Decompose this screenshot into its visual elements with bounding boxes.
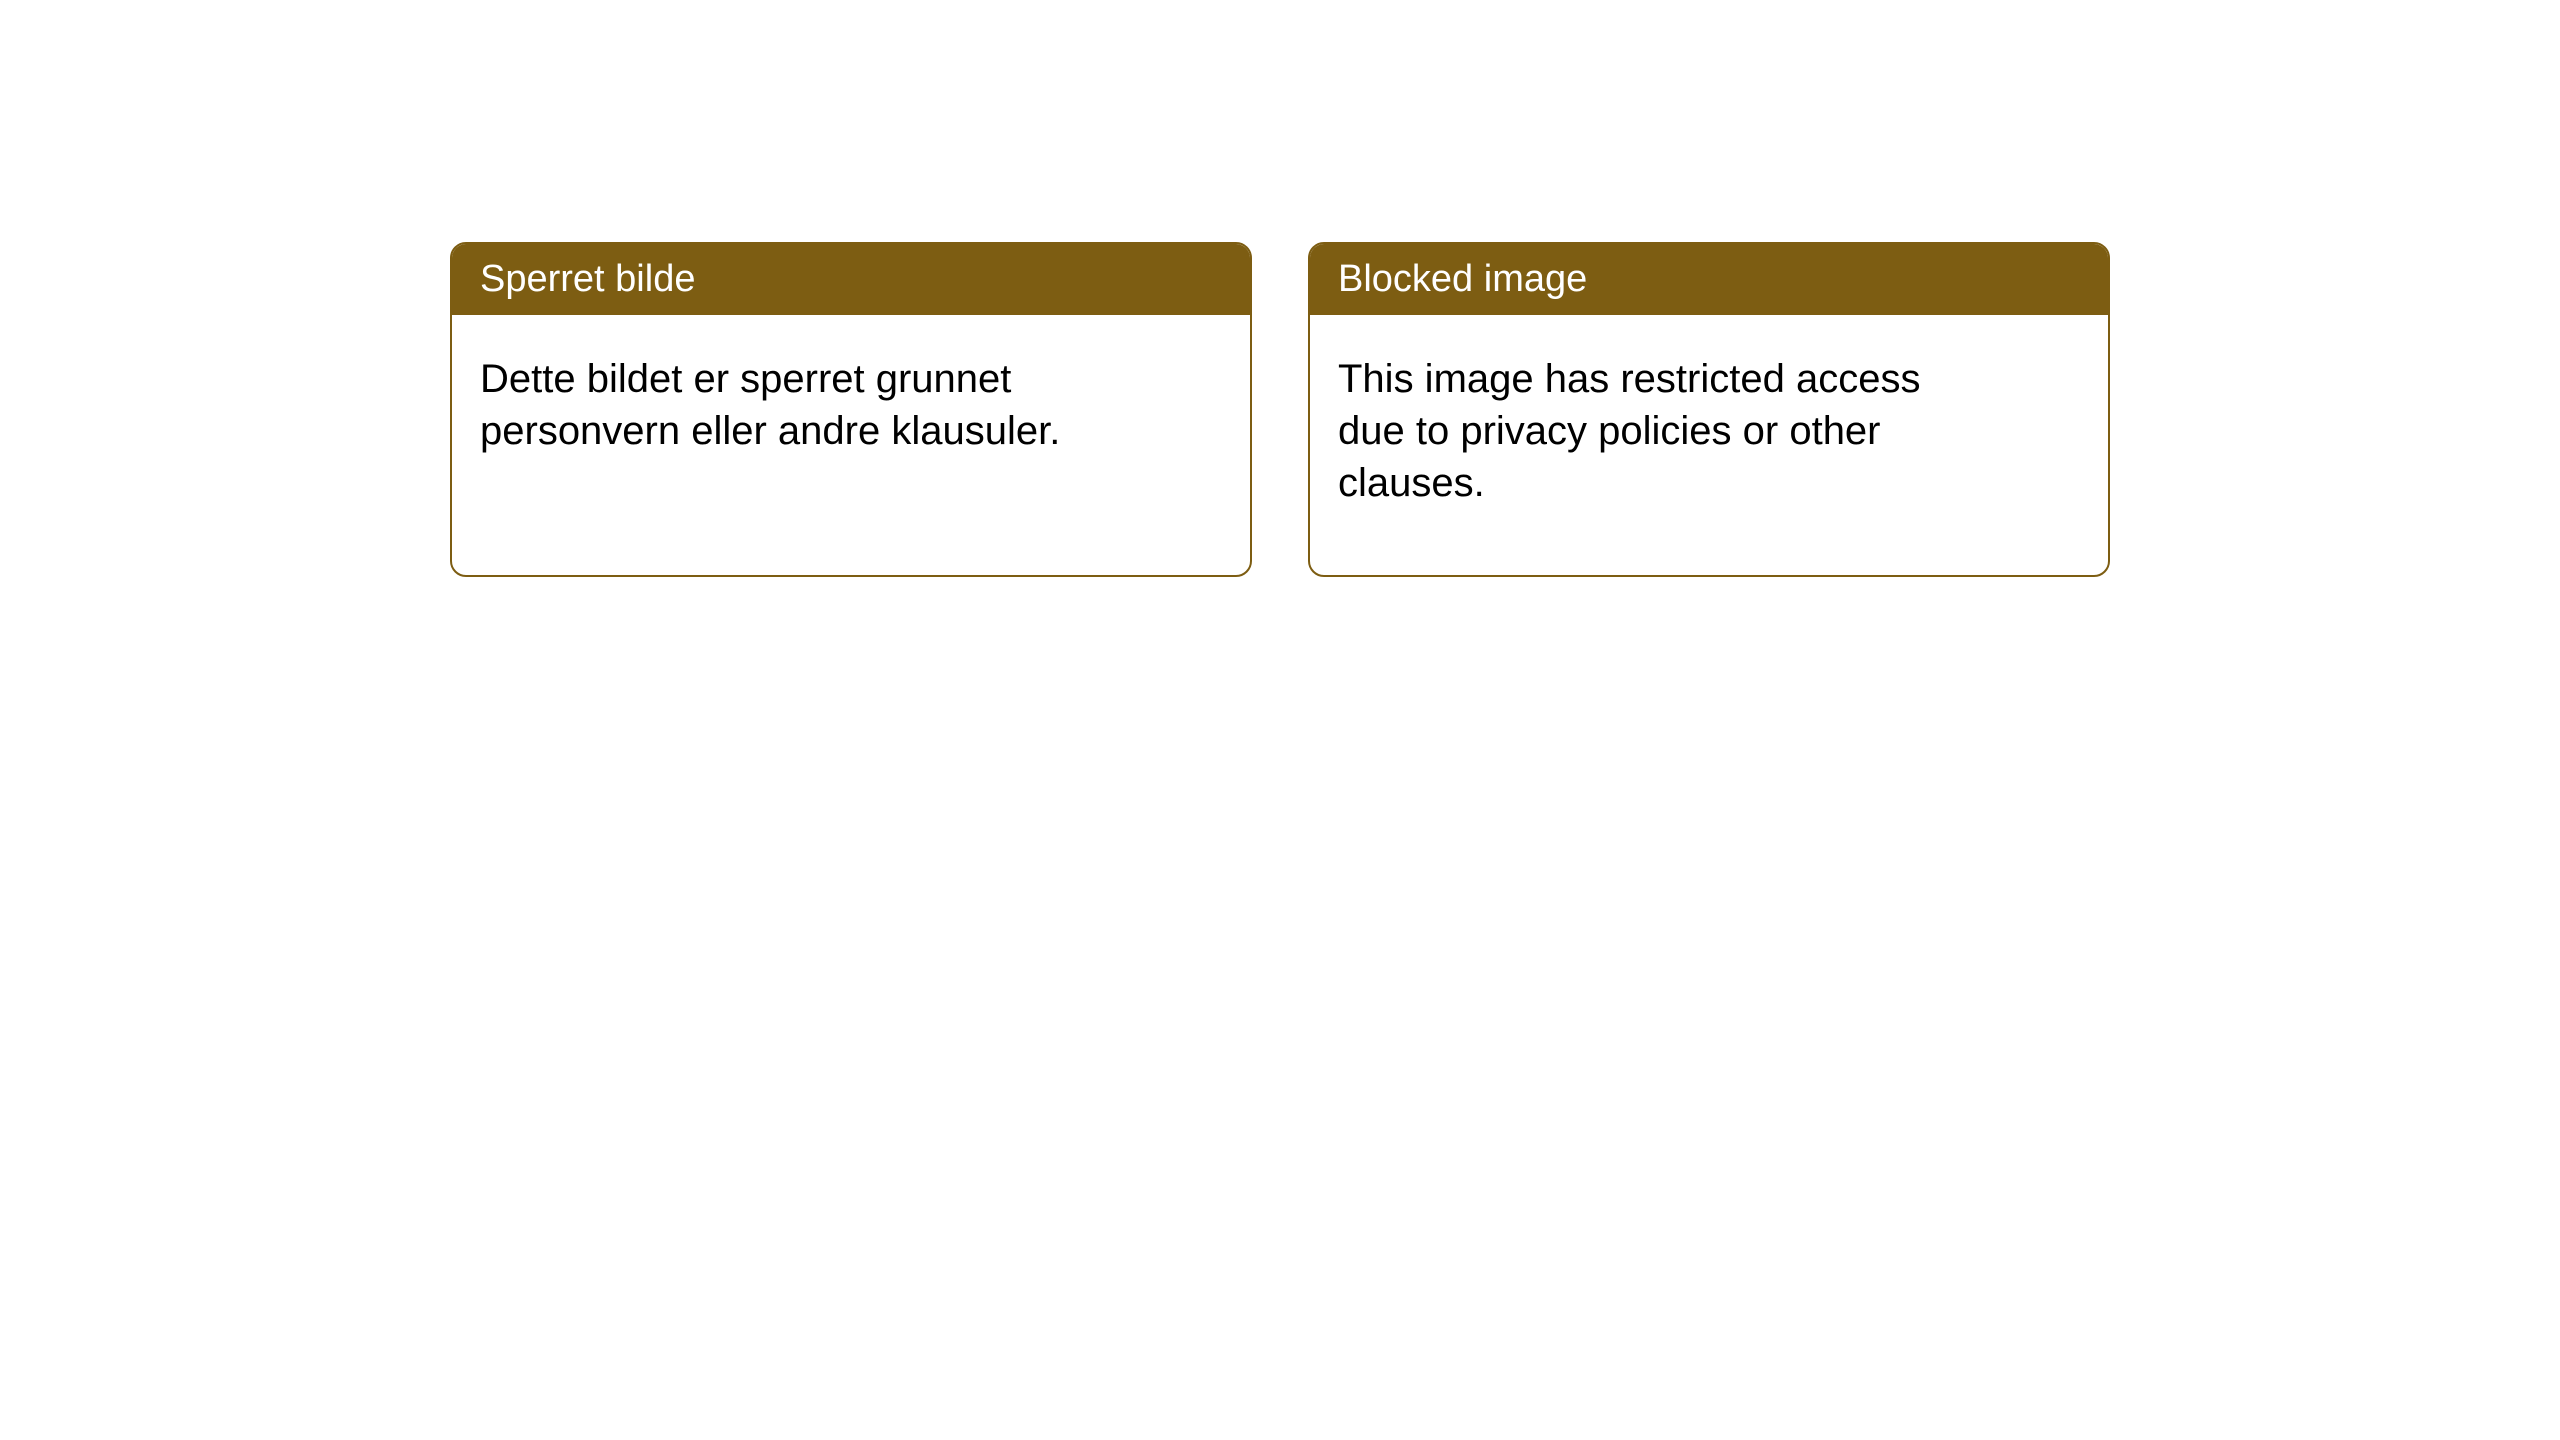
card-title: Sperret bilde [480, 258, 695, 300]
notice-card-norwegian: Sperret bilde Dette bildet er sperret gr… [450, 242, 1252, 577]
notice-card-english: Blocked image This image has restricted … [1308, 242, 2110, 577]
card-body: Dette bildet er sperret grunnet personve… [452, 315, 1092, 495]
card-body-text: This image has restricted access due to … [1338, 357, 1920, 505]
card-body: This image has restricted access due to … [1310, 315, 1950, 547]
notice-container: Sperret bilde Dette bildet er sperret gr… [450, 242, 2110, 577]
card-body-text: Dette bildet er sperret grunnet personve… [480, 357, 1060, 453]
card-header: Blocked image [1310, 244, 2108, 315]
card-title: Blocked image [1338, 258, 1587, 300]
card-header: Sperret bilde [452, 244, 1250, 315]
